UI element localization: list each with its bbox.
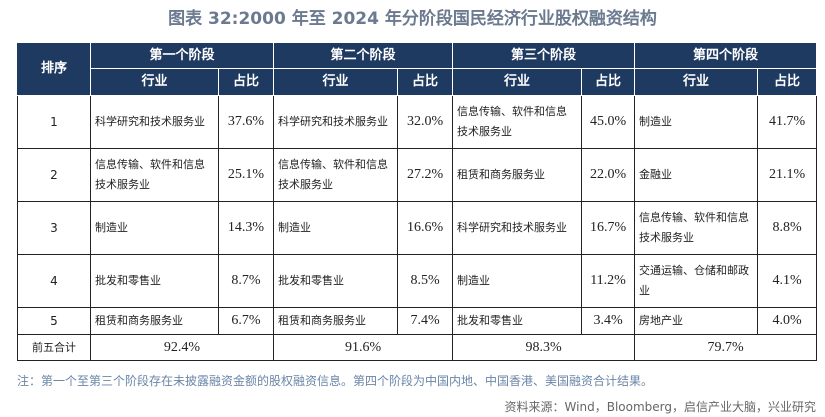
rank-cell: 2 bbox=[17, 148, 91, 202]
industry-cell: 金融业 bbox=[634, 148, 759, 202]
share-cell: 4.0% bbox=[757, 307, 818, 335]
total-row: 前五合计 92.4% 91.6% 98.3% 79.7% bbox=[17, 334, 818, 361]
share-cell: 7.4% bbox=[397, 307, 454, 335]
share-cell: 27.2% bbox=[397, 148, 454, 202]
share-cell: 32.0% bbox=[397, 95, 454, 149]
rank-cell: 5 bbox=[17, 307, 91, 335]
table-row: 3 制造业 14.3% 制造业 16.6% 科学研究和技术服务业 16.7% 信息传输、软件和… bbox=[17, 201, 818, 255]
stage-header: 第三个阶段 bbox=[452, 42, 636, 69]
industry-cell: 信息传输、软件和信息技术服务业 bbox=[273, 148, 399, 202]
industry-cell: 制造业 bbox=[90, 201, 219, 255]
share-cell: 4.1% bbox=[757, 254, 818, 308]
total-label: 前五合计 bbox=[17, 334, 91, 361]
stage-header: 第四个阶段 bbox=[634, 42, 818, 69]
industry-cell: 租赁和商务服务业 bbox=[90, 307, 219, 335]
share-cell: 21.1% bbox=[757, 148, 818, 202]
table-row: 1 科学研究和技术服务业 37.6% 科学研究和技术服务业 32.0% 信息传输、软件和信… bbox=[17, 95, 818, 149]
share-cell: 22.0% bbox=[581, 148, 636, 202]
share-cell: 41.7% bbox=[757, 95, 818, 149]
industry-cell: 科学研究和技术服务业 bbox=[452, 201, 583, 255]
share-cell: 6.7% bbox=[217, 307, 275, 335]
industry-cell: 租赁和商务服务业 bbox=[452, 148, 583, 202]
rank-cell: 4 bbox=[17, 254, 91, 308]
industry-cell: 批发和零售业 bbox=[90, 254, 219, 308]
industry-cell: 批发和零售业 bbox=[452, 307, 583, 335]
source-note: 资料来源：Wind，Bloomberg，启信产业大脑，兴业研究 bbox=[504, 400, 816, 414]
total-value: 91.6% bbox=[273, 334, 454, 361]
industry-cell: 制造业 bbox=[452, 254, 583, 308]
share-header: 占比 bbox=[397, 68, 454, 96]
share-cell: 14.3% bbox=[217, 201, 275, 255]
industry-header: 行业 bbox=[90, 68, 219, 96]
table-row: 4 批发和零售业 8.7% 批发和零售业 8.5% 制造业 11.2% 交通运输、仓储和邮政业… bbox=[17, 254, 818, 308]
industry-cell: 信息传输、软件和信息技术服务业 bbox=[90, 148, 219, 202]
share-cell: 16.7% bbox=[581, 201, 636, 255]
table-row: 5 租赁和商务服务业 6.7% 租赁和商务服务业 7.4% 批发和零售业 3.4% 房地产业 4… bbox=[17, 307, 818, 335]
rank-cell: 3 bbox=[17, 201, 91, 255]
total-value: 79.7% bbox=[634, 334, 818, 361]
industry-cell: 信息传输、软件和信息技术服务业 bbox=[634, 201, 759, 255]
stage-header: 第一个阶段 bbox=[89, 42, 275, 69]
share-cell: 8.7% bbox=[217, 254, 275, 308]
industry-header: 行业 bbox=[634, 68, 759, 96]
industry-cell: 制造业 bbox=[273, 201, 399, 255]
rank-header: 排序 bbox=[17, 42, 91, 96]
share-header: 占比 bbox=[217, 68, 275, 96]
industry-header: 行业 bbox=[273, 68, 399, 96]
share-cell: 37.6% bbox=[217, 95, 275, 149]
share-cell: 8.8% bbox=[757, 201, 818, 255]
share-cell: 8.5% bbox=[397, 254, 454, 308]
total-value: 92.4% bbox=[89, 334, 275, 361]
stage-header: 第二个阶段 bbox=[273, 42, 454, 69]
industry-header: 行业 bbox=[452, 68, 583, 96]
table-row: 2 信息传输、软件和信息技术服务业 25.1% 信息传输、软件和信息技术服务业 27.2… bbox=[17, 148, 818, 202]
share-header: 占比 bbox=[757, 68, 818, 96]
total-value: 98.3% bbox=[452, 334, 636, 361]
equity-financing-table: 排序 第一个阶段 第二个阶段 第三个阶段 第四个阶段 行业 占比 行业 占比 行业 占比行… bbox=[17, 42, 818, 361]
industry-cell: 科学研究和技术服务业 bbox=[90, 95, 219, 149]
industry-cell: 交通运输、仓储和邮政业 bbox=[634, 254, 759, 308]
share-cell: 16.6% bbox=[397, 201, 454, 255]
industry-cell: 信息传输、软件和信息技术服务业 bbox=[452, 95, 583, 149]
industry-cell: 房地产业 bbox=[634, 307, 759, 335]
chart-title: 图表 32:2000 年至 2024 年分阶段国民经济行业股权融资结构 bbox=[168, 9, 657, 29]
share-cell: 11.2% bbox=[581, 254, 636, 308]
industry-cell: 制造业 bbox=[634, 95, 759, 149]
rank-cell: 1 bbox=[17, 95, 91, 149]
share-cell: 45.0% bbox=[581, 95, 636, 149]
footnote: 注：第一个至第三个阶段存在未披露融资金额的股权融资信息。第四个阶段为中国内地、中… bbox=[17, 374, 654, 388]
share-cell: 3.4% bbox=[581, 307, 636, 335]
share-cell: 25.1% bbox=[217, 148, 275, 202]
share-header: 占比 bbox=[581, 68, 636, 96]
industry-cell: 科学研究和技术服务业 bbox=[273, 95, 399, 149]
industry-cell: 批发和零售业 bbox=[273, 254, 399, 308]
industry-cell: 租赁和商务服务业 bbox=[273, 307, 399, 335]
